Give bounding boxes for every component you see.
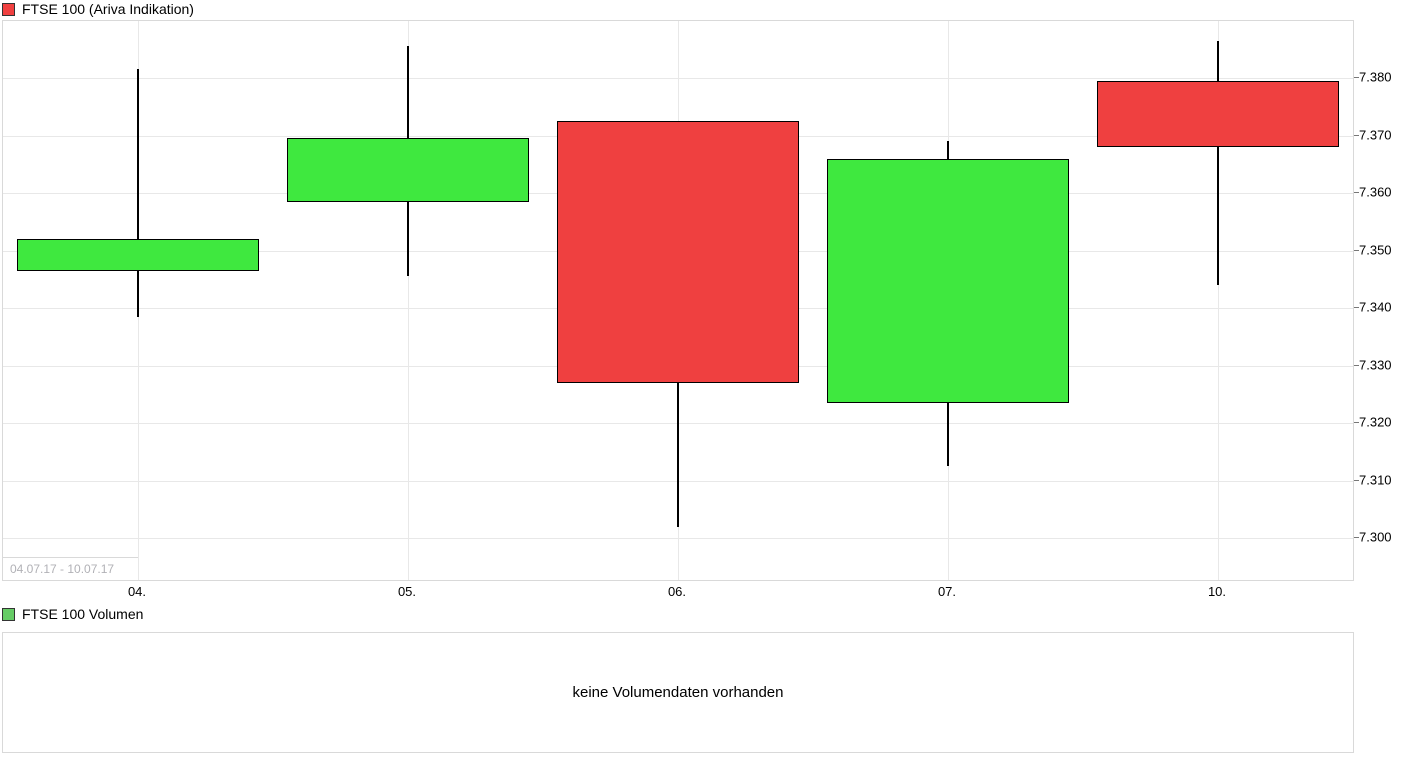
y-axis-tick xyxy=(1354,134,1359,136)
y-axis-tick xyxy=(1354,479,1359,481)
x-axis-label: 10. xyxy=(1207,584,1227,599)
y-axis-label: 7.360 xyxy=(1359,184,1392,200)
volume-chart-legend: FTSE 100 Volumen xyxy=(2,606,143,622)
y-axis-label: 7.380 xyxy=(1359,69,1392,85)
x-axis-label: 04. xyxy=(127,584,147,599)
candle-body-down xyxy=(1097,80,1339,147)
y-axis-tick xyxy=(1354,77,1359,78)
y-axis-label: 7.300 xyxy=(1359,529,1392,545)
y-axis-label: 7.340 xyxy=(1359,299,1392,315)
y-axis-tick xyxy=(1354,249,1359,251)
volume-series-title: FTSE 100 Volumen xyxy=(22,606,144,622)
y-axis-tick xyxy=(1354,537,1359,538)
candle-body-down xyxy=(557,121,799,383)
y-axis-tick xyxy=(1354,307,1359,308)
candle-body-up xyxy=(827,158,1069,403)
x-axis-label: 06. xyxy=(667,584,687,599)
volume-series-swatch-icon xyxy=(2,607,15,621)
candle-wick xyxy=(137,69,139,317)
volume-empty-message: keine Volumendaten vorhanden xyxy=(572,684,784,701)
x-axis-label: 05. xyxy=(397,584,417,599)
y-axis-label: 7.350 xyxy=(1359,242,1392,257)
y-axis-tick xyxy=(1354,422,1359,423)
y-axis-label: 7.330 xyxy=(1359,357,1392,372)
y-axis-label: 7.320 xyxy=(1359,414,1392,430)
y-axis-label: 7.370 xyxy=(1359,127,1392,142)
main-series-title: FTSE 100 (Ariva Indikation) xyxy=(22,1,194,17)
vertical-gridline xyxy=(1218,21,1219,580)
candle-body-up xyxy=(287,138,529,202)
candle-wick xyxy=(1217,40,1219,285)
main-series-swatch-icon xyxy=(2,2,15,16)
y-axis-tick xyxy=(1354,192,1359,193)
main-chart-legend: FTSE 100 (Ariva Indikation) xyxy=(2,1,194,17)
volume-panel: keine Volumendaten vorhanden xyxy=(2,632,1354,753)
y-axis-label: 7.310 xyxy=(1359,472,1392,487)
y-axis-tick xyxy=(1354,364,1359,366)
x-axis-label: 07. xyxy=(937,584,957,599)
date-range-box: 04.07.17 - 10.07.17 xyxy=(3,557,139,580)
vertical-gridline xyxy=(408,21,409,580)
candle-body-up xyxy=(17,239,259,271)
candlestick-chart: 04.07.17 - 10.07.17 xyxy=(2,20,1354,581)
date-range-label: 04.07.17 - 10.07.17 xyxy=(10,562,115,576)
